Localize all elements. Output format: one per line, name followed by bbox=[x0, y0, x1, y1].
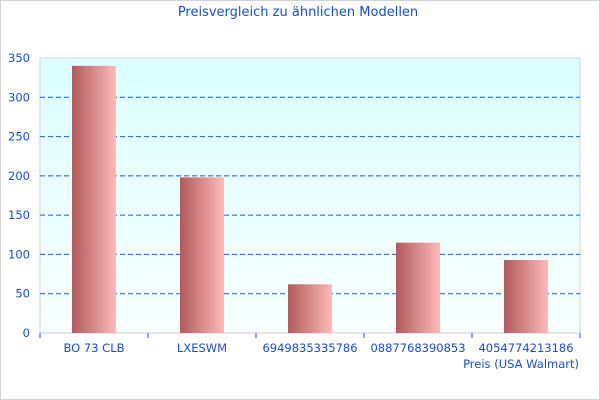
bar bbox=[72, 65, 116, 333]
x-tick-label: BO 73 CLB bbox=[63, 341, 124, 355]
x-tick-label: LXESWM bbox=[177, 341, 227, 355]
bar bbox=[504, 259, 548, 333]
bar bbox=[396, 242, 440, 333]
y-tick-label: 100 bbox=[8, 247, 30, 261]
y-tick-label: 0 bbox=[23, 326, 30, 340]
y-tick-label: 200 bbox=[8, 169, 30, 183]
x-axis-label: Preis (USA Walmart) bbox=[463, 357, 579, 371]
y-tick-label: 150 bbox=[8, 208, 30, 222]
y-tick-label: 250 bbox=[8, 130, 30, 144]
chart-title: Preisvergleich zu ähnlichen Modellen bbox=[178, 5, 418, 20]
x-tick-label: 6949835335786 bbox=[262, 341, 357, 355]
y-tick-label: 300 bbox=[8, 90, 30, 104]
y-tick-label: 50 bbox=[15, 287, 30, 301]
x-tick-label: 4054774213186 bbox=[478, 341, 573, 355]
bar bbox=[288, 284, 332, 333]
y-tick-label: 350 bbox=[8, 51, 30, 65]
x-tick-label: 0887768390853 bbox=[370, 341, 465, 355]
bar bbox=[180, 177, 224, 333]
